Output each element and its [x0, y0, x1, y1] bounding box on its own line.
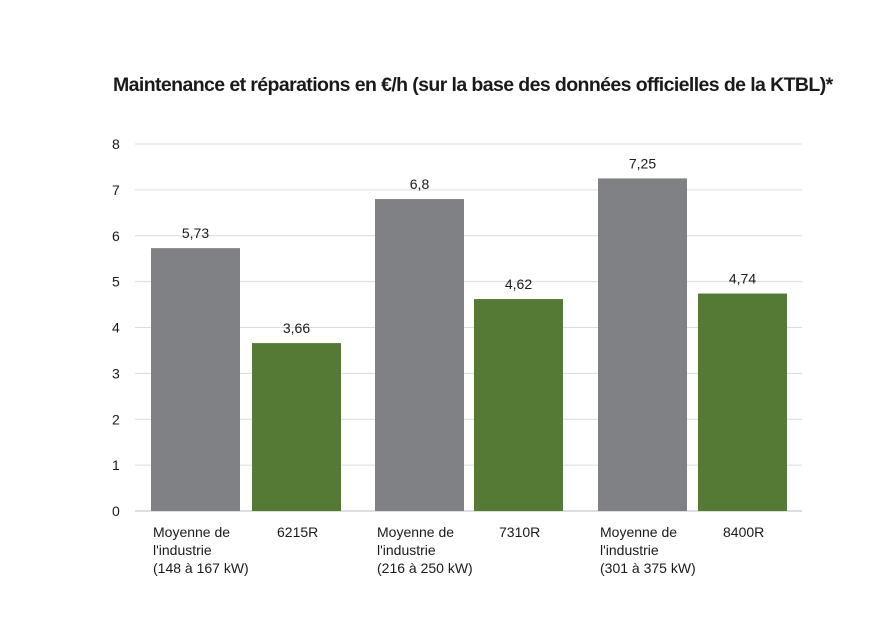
category-label: Moyenne de: [153, 524, 230, 540]
category-label: (148 à 167 kW): [153, 560, 249, 576]
data-label: 3,66: [283, 320, 310, 336]
category-label: (301 à 375 kW): [600, 560, 696, 576]
data-label: 7,25: [629, 155, 656, 171]
category-label: l'industrie: [377, 542, 436, 558]
y-tick-label: 6: [112, 228, 120, 244]
category-label: 6215R: [277, 524, 318, 540]
bar: [474, 299, 563, 511]
y-tick-label: 4: [112, 320, 120, 336]
category-label: Moyenne de: [600, 524, 677, 540]
category-label: 8400R: [723, 524, 764, 540]
data-label: 6,8: [410, 176, 430, 192]
y-tick-label: 8: [112, 136, 120, 152]
chart-title: Maintenance et réparations en €/h (sur l…: [113, 74, 833, 96]
bar: [598, 178, 687, 511]
bar: [151, 248, 240, 512]
y-tick-label: 5: [112, 274, 120, 290]
category-label: l'industrie: [153, 542, 212, 558]
category-label: 7310R: [499, 524, 540, 540]
data-label: 5,73: [182, 225, 209, 241]
bar: [252, 343, 341, 511]
data-label: 4,74: [729, 271, 756, 287]
y-tick-label: 3: [112, 365, 120, 381]
category-label: Moyenne de: [377, 524, 454, 540]
y-tick-label: 1: [112, 457, 120, 473]
bar: [375, 199, 464, 512]
y-tick-label: 0: [112, 503, 120, 519]
category-label: l'industrie: [600, 542, 659, 558]
y-tick-label: 2: [112, 411, 120, 427]
category-label: (216 à 250 kW): [377, 560, 473, 576]
bar: [698, 293, 787, 511]
y-tick-label: 7: [112, 182, 120, 198]
data-label: 4,62: [505, 276, 532, 292]
